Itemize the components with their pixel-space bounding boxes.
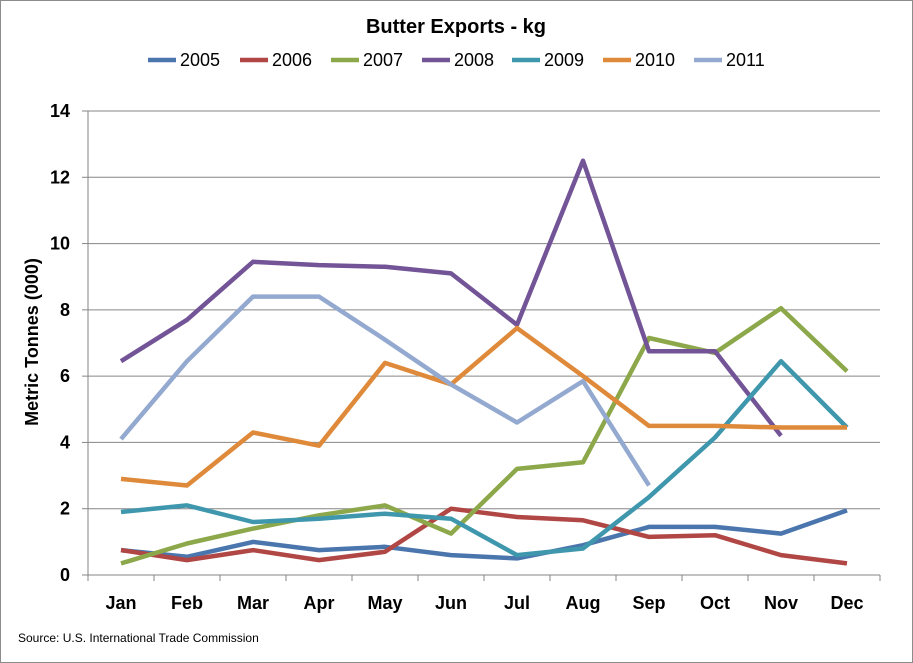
legend-label: 2008 bbox=[454, 50, 494, 70]
y-tick-label: 0 bbox=[60, 565, 70, 585]
x-tick-label: Jan bbox=[105, 593, 136, 613]
x-tick-label: Feb bbox=[171, 593, 203, 613]
y-axis-label: Metric Tonnes (000) bbox=[22, 258, 42, 426]
legend-item-2009: 2009 bbox=[512, 50, 584, 70]
gridlines bbox=[82, 110, 880, 576]
y-tick-label: 12 bbox=[50, 167, 70, 187]
legend-label: 2006 bbox=[272, 50, 312, 70]
x-tick-label: Jul bbox=[504, 593, 530, 613]
series-line-2009 bbox=[120, 358, 849, 558]
legend-item-2011: 2011 bbox=[694, 50, 765, 70]
chart-title: Butter Exports - kg bbox=[366, 16, 546, 38]
y-tick-label: 14 bbox=[50, 101, 70, 121]
legend-item-2007: 2007 bbox=[331, 50, 403, 70]
y-tick-label: 6 bbox=[60, 366, 70, 386]
y-tick-label: 2 bbox=[60, 499, 70, 519]
y-tick-labels: 0 2 4 6 8 10 12 14 bbox=[50, 101, 70, 585]
legend-item-2005: 2005 bbox=[148, 50, 220, 70]
y-tick-label: 8 bbox=[60, 300, 70, 320]
legend-item-2008: 2008 bbox=[422, 50, 494, 70]
series-line-2006 bbox=[120, 506, 848, 566]
series-line-2008 bbox=[119, 158, 783, 438]
legend-label: 2010 bbox=[635, 50, 675, 70]
legend-item-2006: 2006 bbox=[240, 50, 312, 70]
legend-label: 2007 bbox=[363, 50, 403, 70]
x-tick-label: May bbox=[367, 593, 402, 613]
legend-label: 2009 bbox=[544, 50, 584, 70]
x-tick-label: Oct bbox=[700, 593, 730, 613]
series-line-2005 bbox=[120, 508, 848, 561]
x-tick-label: Sep bbox=[632, 593, 665, 613]
y-tick-label: 4 bbox=[60, 432, 70, 452]
x-tick-label: Aug bbox=[566, 593, 601, 613]
y-tick-label: 10 bbox=[50, 234, 70, 254]
x-tick-label: Nov bbox=[764, 593, 798, 613]
series-lines bbox=[119, 158, 849, 566]
x-tick-label: Jun bbox=[435, 593, 467, 613]
axes bbox=[87, 111, 881, 581]
legend-item-2010: 2010 bbox=[603, 50, 675, 70]
series-line-2011 bbox=[119, 294, 651, 487]
source-note: Source: U.S. International Trade Commiss… bbox=[18, 631, 259, 645]
x-tick-label: Mar bbox=[237, 593, 269, 613]
series-line-2007 bbox=[120, 305, 849, 566]
series-line-2010 bbox=[120, 325, 847, 488]
x-tick-labels: Jan Feb Mar Apr May Jun Jul Aug Sep Oct Nov Dec bbox=[105, 593, 863, 613]
x-tick-label: Apr bbox=[304, 593, 335, 613]
legend-label: 2011 bbox=[726, 50, 765, 70]
legend: 2005 2006 2007 2008 2009 2010 2011 bbox=[148, 50, 765, 70]
legend-label: 2005 bbox=[180, 50, 220, 70]
x-tick-label: Dec bbox=[830, 593, 863, 613]
